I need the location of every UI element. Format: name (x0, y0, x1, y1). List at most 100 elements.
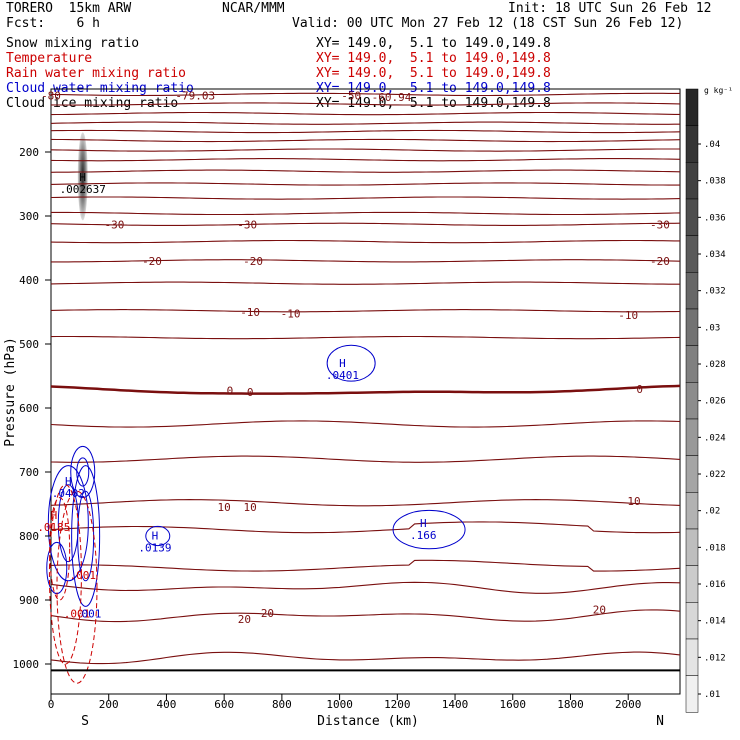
south-end-label: S (81, 714, 89, 729)
temperature-contour-22 (51, 521, 680, 534)
temperature-label-15: 0 (636, 383, 643, 396)
temperature-label-13: 0 (227, 385, 234, 398)
temperature-label-7: -20 (142, 255, 162, 268)
temperature-label-12: -10 (618, 309, 638, 322)
temperature-contour-19 (51, 420, 680, 428)
contour-label-layer: -80 -79.03 -50 -60.94 -30 -30 -30 -20 -20 -20 -10 -… (41, 90, 670, 627)
y-tick-label-1: 300 (19, 210, 39, 223)
temperature-contour-1 (51, 102, 680, 106)
valid-time: Valid: 00 UTC Mon 27 Feb 12 (18 CST Sun … (292, 16, 684, 31)
colorbar-swatch-2 (685, 162, 699, 200)
temperature-label-8: -20 (243, 255, 263, 268)
x-tick-label-7: 1400 (442, 698, 469, 711)
cloud-water-contour-4 (71, 465, 101, 607)
x-tick-label-5: 1000 (326, 698, 353, 711)
y-tick-label-3: 500 (19, 338, 39, 351)
x-tick-label-9: 1800 (557, 698, 584, 711)
colorbar-swatch-7 (685, 345, 699, 383)
temperature-contour-15 (51, 281, 680, 285)
extremum-mark-3: H (51, 509, 58, 522)
extremum-value-5: .166 (410, 529, 437, 542)
temperature-contour-26 (51, 651, 680, 665)
y-tick-label-0: 200 (19, 146, 39, 159)
temperature-contour-layer (51, 92, 680, 665)
temperature-contour-3 (51, 121, 680, 125)
colorbar-tick-label-14: .012 (704, 653, 726, 663)
colorbar-tick-label-13: .014 (704, 617, 726, 627)
x-tick-label-6: 1200 (384, 698, 411, 711)
colorbar-swatch-11 (685, 492, 699, 530)
temperature-contour-6 (51, 148, 680, 152)
field-label-snow: Snow mixing ratio (6, 36, 140, 51)
temperature-contour-11 (51, 211, 680, 216)
extremum-mark-0: H (79, 171, 86, 184)
forecast-hour: Fcst: 6 h (6, 16, 100, 31)
temperature-contour-13 (51, 239, 680, 244)
y-tick-label-2: 400 (19, 274, 39, 287)
colorbar-swatch-5 (685, 272, 699, 310)
field-xy-temperature: XY= 149.0, 5.1 to 149.0,149.8 (316, 51, 551, 66)
extremum-value-8: 001 (81, 608, 101, 621)
cloud-water-contour-0 (70, 445, 96, 499)
colorbar-swatch-14 (685, 602, 699, 640)
temperature-contour-4 (51, 129, 680, 134)
temperature-contour-12 (51, 222, 680, 226)
colorbar-tick-label-3: .034 (704, 250, 726, 260)
colorbar-tick-label-9: .022 (704, 470, 726, 480)
colorbar-tick-label-15: .01 (704, 690, 720, 700)
temperature-contour-7 (51, 158, 680, 162)
colorbar-tick-label-0: .04 (704, 140, 720, 150)
colorbar-tick-label-8: .024 (704, 433, 726, 443)
temperature-label-11: -10 (281, 307, 301, 320)
extremum-value-6: .001 (69, 569, 96, 582)
temperature-label-19: 20 (238, 613, 251, 626)
plot-frame (50, 88, 681, 695)
model-title: TORERO 15km ARW (6, 1, 132, 16)
temperature-contour-8 (51, 169, 680, 173)
temperature-contour-24 (51, 581, 680, 594)
north-end-label: N (656, 714, 664, 729)
colorbar-swatch-13 (685, 565, 699, 603)
x-tick-label-10: 2000 (615, 698, 642, 711)
colorbar-swatch-3 (685, 198, 699, 236)
temperature-label-21: 20 (593, 604, 606, 617)
colorbar-swatch-1 (685, 125, 699, 163)
axes-layer: 0 200 400 600 800 1000 1200 1400 1600 1800 2000200… (13, 146, 680, 711)
temperature-label-1: -79.03 (175, 90, 215, 103)
colorbar: .04 .038 .036 .034 .032 .03 .028 .026 .024 .022 .0… (685, 88, 726, 713)
extremum-value-7: .001 (64, 608, 91, 621)
temperature-contour-5 (51, 138, 680, 143)
temperature-contour-16 (51, 309, 680, 313)
temperature-label-0: -80 (41, 90, 61, 103)
cloud-water-contour-5 (77, 490, 95, 582)
colorbar-swatch-8 (685, 382, 699, 420)
temperature-label-9: -20 (650, 255, 670, 268)
rain-water-contour-layer (48, 484, 98, 684)
rain-water-contour-1 (56, 490, 98, 684)
temperature-label-10: -10 (240, 306, 260, 319)
colorbar-tick-label-11: .018 (704, 543, 726, 553)
colorbar-swatch-4 (685, 235, 699, 273)
extremum-mark-5: H (420, 517, 427, 530)
extrema-marker-layer: H.002637H.0401H.0402H.0185H.0139H.166.00… (37, 171, 436, 620)
extremum-value-3: .0185 (37, 521, 70, 534)
colorbar-tick-label-2: .036 (704, 213, 726, 223)
temperature-contour-17 (51, 335, 680, 340)
extremum-mark-4: H (152, 530, 159, 543)
colorbar-tick-label-10: .02 (704, 507, 720, 517)
temperature-label-2: -50 (341, 90, 361, 103)
field-xy-rain: XY= 149.0, 5.1 to 149.0,149.8 (316, 66, 551, 81)
temperature-label-20: 20 (261, 607, 274, 620)
field-label-rain: Rain water mixing ratio (6, 66, 187, 81)
snow-shading-layer (77, 132, 88, 221)
colorbar-tick-label-12: .016 (704, 580, 726, 590)
temperature-contour-23 (51, 559, 680, 572)
temperature-contour-21 (51, 499, 680, 507)
colorbar-tick-label-1: .038 (704, 177, 726, 187)
init-time: Init: 18 UTC Sun 26 Feb 12 (508, 1, 712, 16)
y-tick-label-8: 1000 (13, 658, 40, 671)
temperature-contour-18 (51, 384, 680, 395)
x-tick-label-0: 0 (48, 698, 55, 711)
